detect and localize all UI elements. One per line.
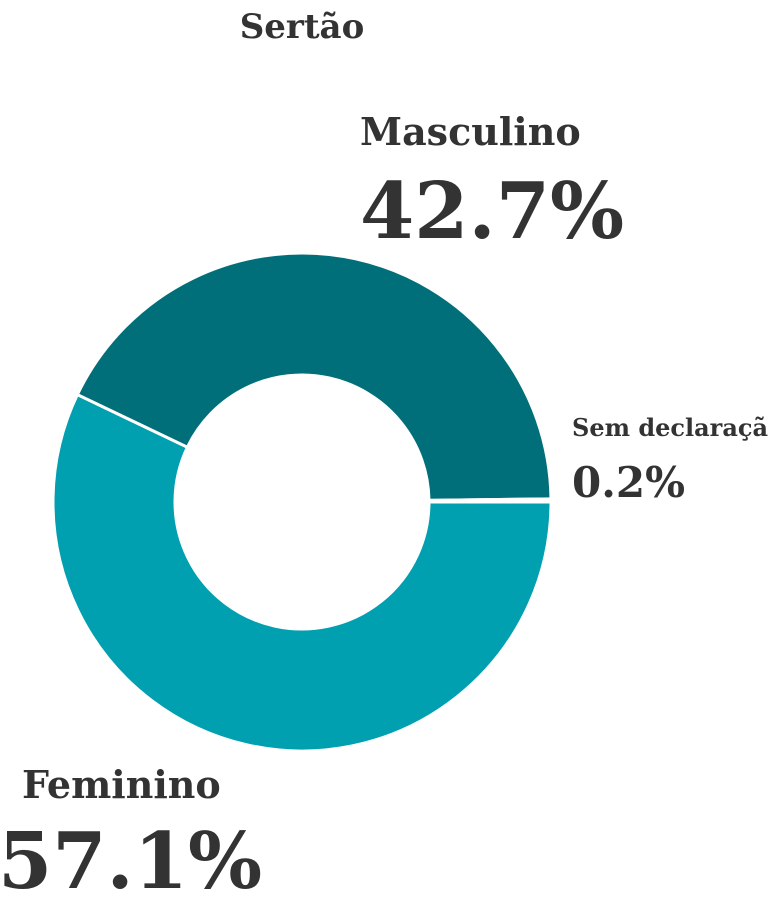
chart-title: Sertão xyxy=(240,7,365,47)
value-label: 0.2% xyxy=(572,458,685,507)
donut-segment xyxy=(427,497,553,504)
category-label: Feminino xyxy=(22,762,221,807)
donut-segment xyxy=(75,251,553,502)
value-label: 42.7% xyxy=(360,166,624,257)
donut-segment xyxy=(51,392,553,753)
category-label: Masculino xyxy=(360,109,581,154)
category-label: Sem declaração xyxy=(572,413,769,442)
value-label: 57.1% xyxy=(0,816,262,907)
